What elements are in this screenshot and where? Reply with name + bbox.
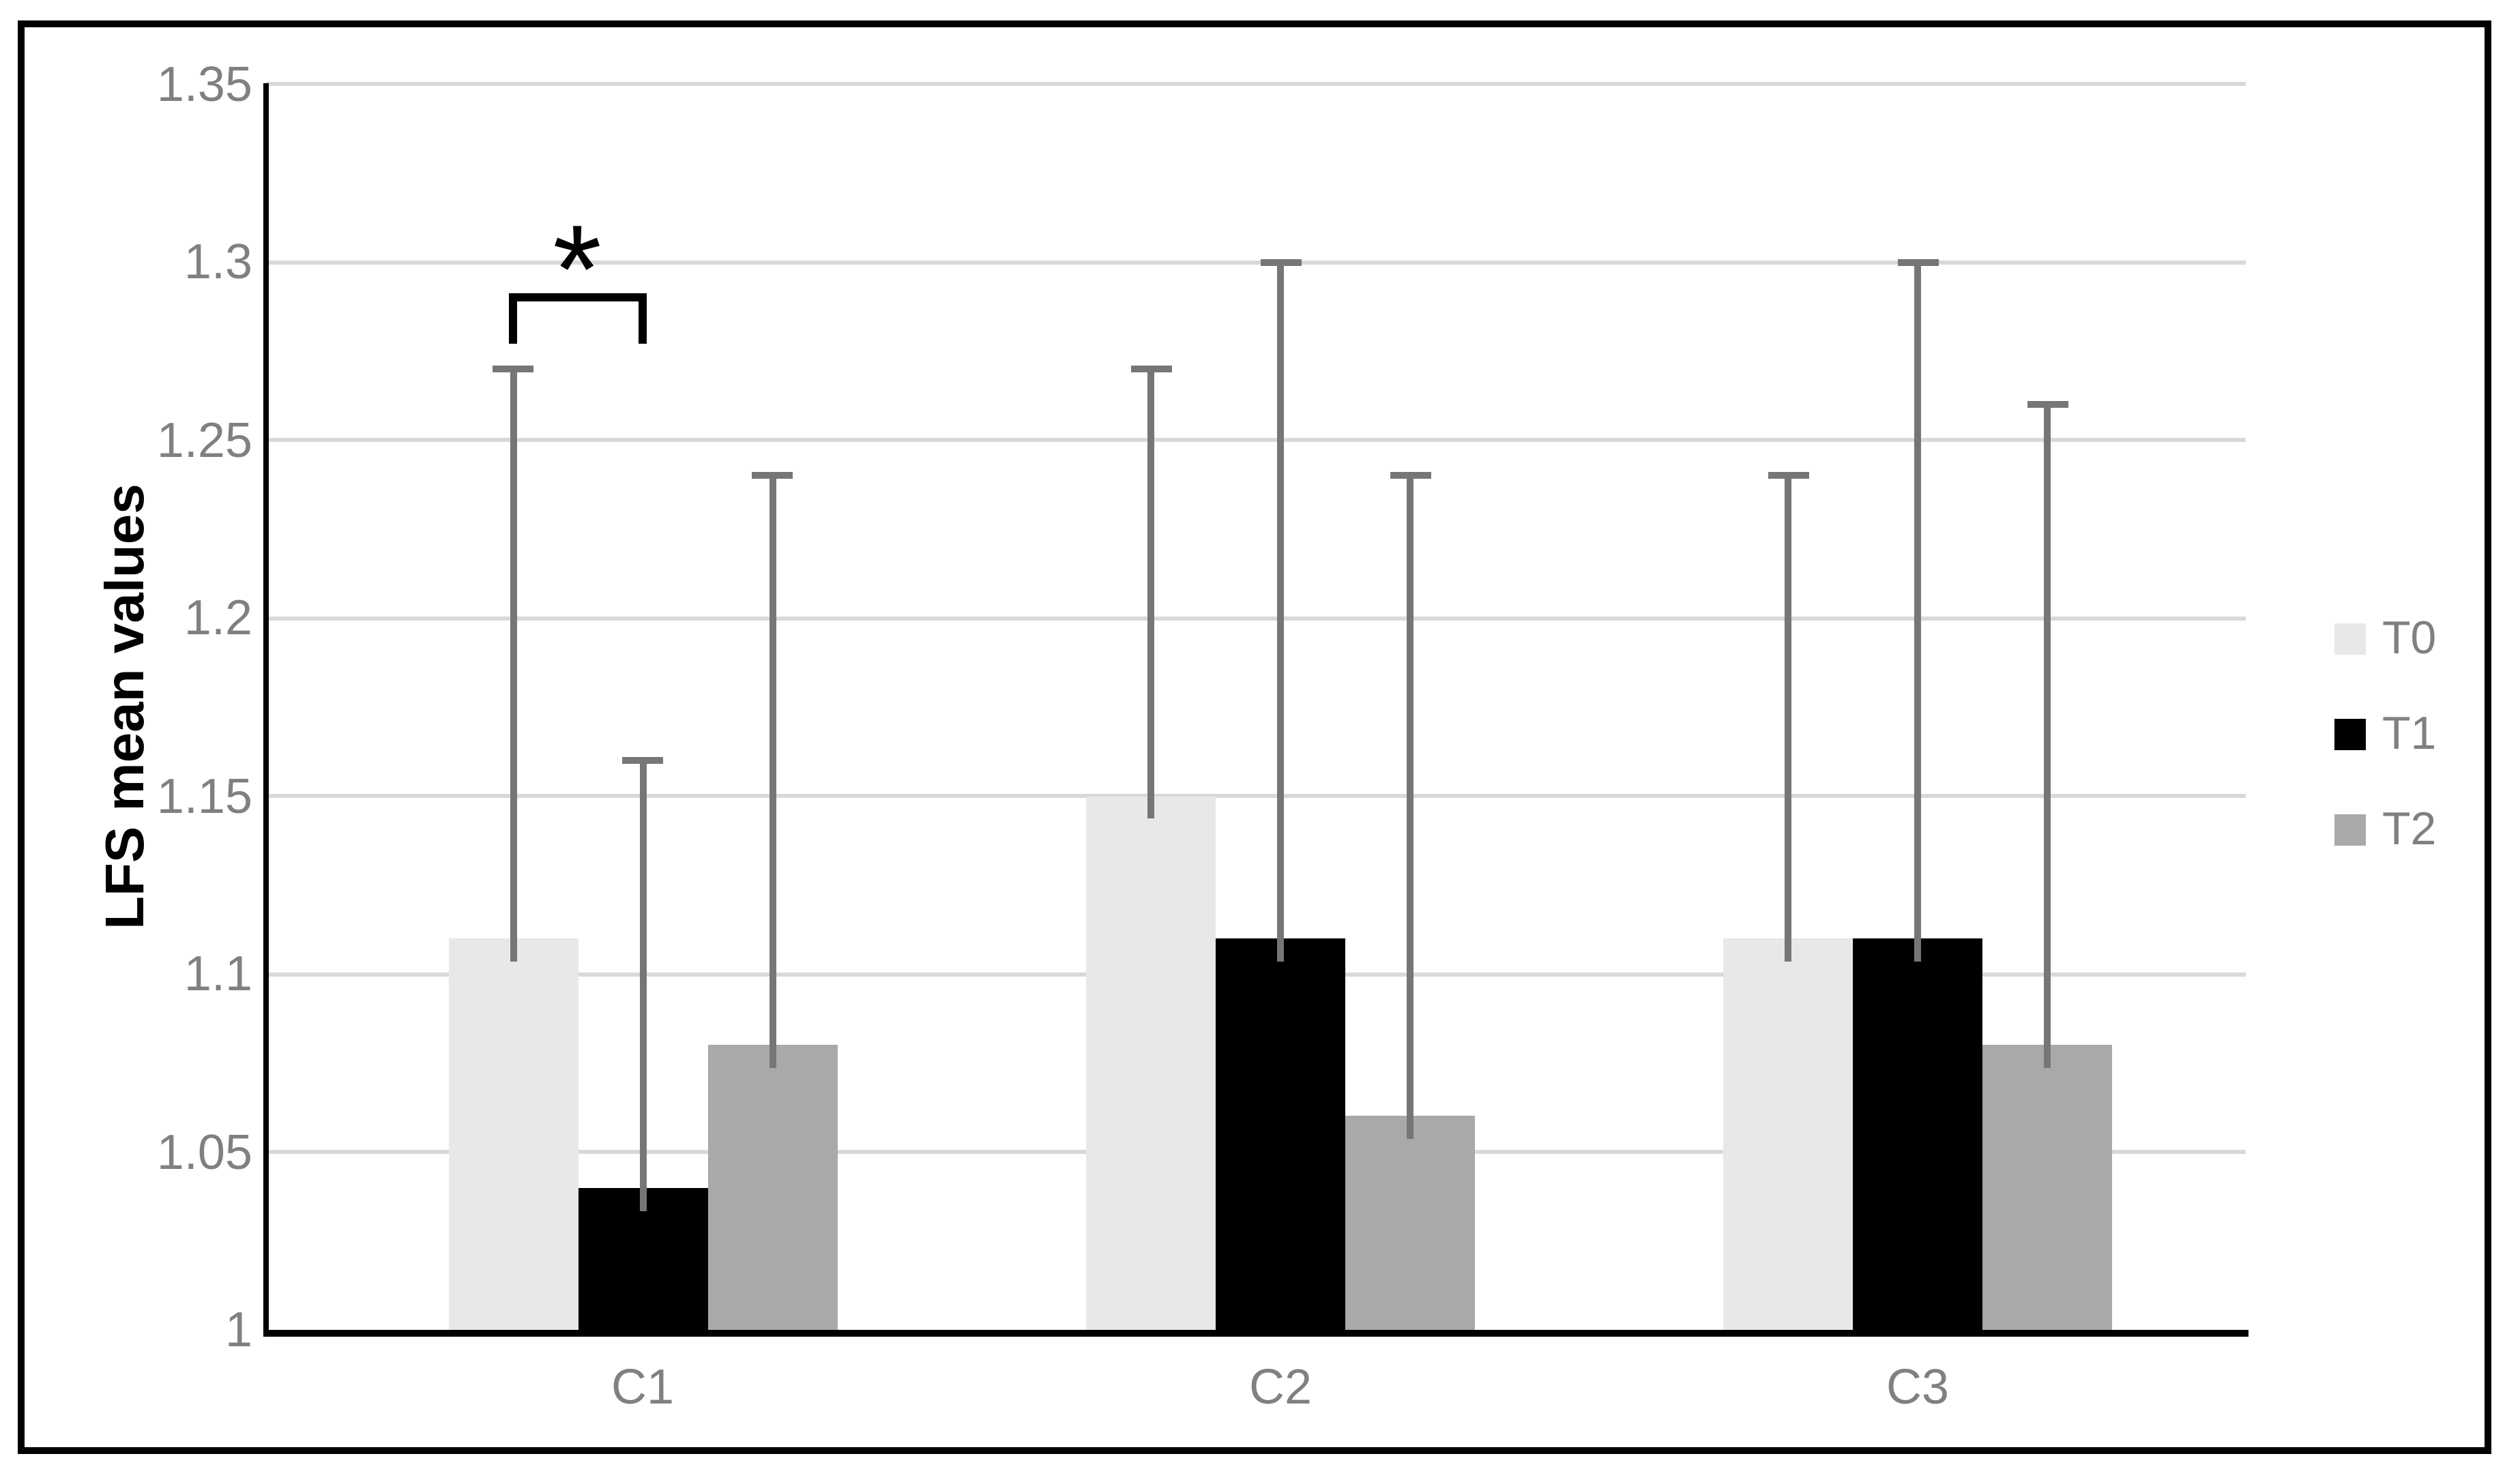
y-tick-label: 1.05	[156, 1123, 252, 1179]
legend-item-T1: T1	[2334, 709, 2436, 758]
bar-T0-C2	[1086, 796, 1216, 1330]
error-bar-T1-C1	[639, 760, 646, 1211]
bar-T2-C2	[1345, 1116, 1475, 1330]
significance-bracket	[509, 293, 647, 344]
error-bar-T0-C2	[1147, 368, 1154, 819]
bar-T1-C3	[1853, 938, 1982, 1330]
error-bar-T0-C1	[510, 368, 516, 962]
y-tick-label: 1.35	[156, 55, 252, 111]
y-tick-label: 1.15	[156, 767, 252, 823]
bar-T0-C1	[448, 938, 578, 1330]
bar-T0-C3	[1723, 938, 1853, 1330]
category-label: C2	[1248, 1359, 1313, 1414]
error-bar-T2-C3	[2044, 404, 2051, 1069]
gridline	[266, 616, 2246, 620]
legend-label-T1: T1	[2382, 708, 2437, 760]
legend-label-T2: T2	[2382, 803, 2437, 855]
error-bar-T2-C2	[1407, 475, 1413, 1140]
legend-swatch-T0	[2334, 623, 2366, 654]
error-bar-cap-T0-C2	[1130, 365, 1171, 372]
y-tick-label: 1.2	[184, 589, 252, 645]
error-bar-cap-T1-C3	[1897, 258, 1938, 265]
y-tick-label: 1.1	[184, 945, 252, 1001]
category-label: C1	[611, 1359, 675, 1414]
legend-swatch-T1	[2334, 718, 2366, 750]
y-axis-line	[263, 83, 269, 1337]
error-bar-cap-T1-C2	[1260, 258, 1301, 265]
bar-T2-C1	[707, 1045, 837, 1330]
significance-asterisk: *	[553, 201, 602, 340]
error-bar-T2-C1	[769, 475, 776, 1069]
legend-label-T0: T0	[2382, 612, 2437, 664]
error-bar-cap-T1-C1	[622, 756, 663, 764]
error-bar-cap-T2-C3	[2027, 400, 2068, 408]
bar-T2-C3	[1982, 1045, 2112, 1330]
y-tick-label: 1.25	[156, 411, 252, 467]
error-bar-T1-C2	[1277, 262, 1284, 962]
legend-item-T2: T2	[2334, 805, 2436, 854]
error-bar-T1-C3	[1914, 262, 1921, 962]
error-bar-cap-T0-C3	[1768, 472, 1808, 479]
error-bar-cap-T2-C2	[1390, 472, 1431, 479]
legend-swatch-T2	[2334, 814, 2366, 845]
gridline	[266, 260, 2246, 264]
y-tick-label: 1	[224, 1301, 252, 1357]
gridline	[266, 82, 2246, 86]
error-bar-T0-C3	[1785, 475, 1791, 962]
x-axis-line	[263, 1330, 2248, 1337]
y-tick-label: 1.3	[184, 233, 252, 289]
gridline	[266, 438, 2246, 442]
bar-T1-C1	[578, 1187, 707, 1330]
gridline	[266, 794, 2246, 798]
error-bar-cap-T0-C1	[493, 365, 533, 372]
category-label: C3	[1886, 1359, 1950, 1414]
error-bar-cap-T2-C1	[752, 472, 793, 479]
bar-T1-C2	[1216, 938, 1345, 1330]
legend-item-T0: T0	[2334, 614, 2436, 663]
